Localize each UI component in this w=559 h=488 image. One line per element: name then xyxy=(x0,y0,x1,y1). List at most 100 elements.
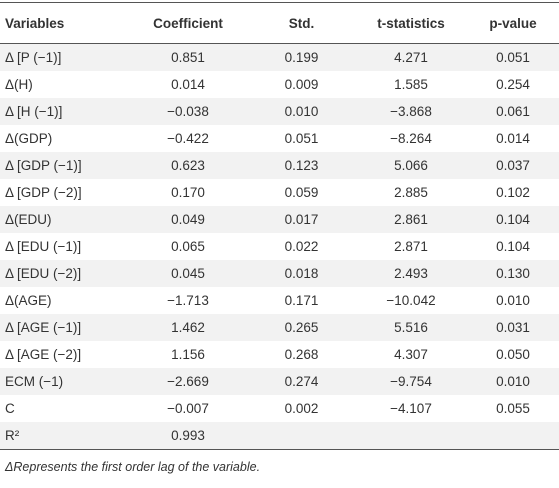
header-cell: Std. xyxy=(248,2,355,44)
value-cell: 0.031 xyxy=(496,320,530,335)
variable-cell: Δ [H (−1)] xyxy=(5,104,63,119)
table-row: Δ(AGE) −1.713 0.171 −10.042 0.010 xyxy=(0,287,559,314)
header-cell: t-statistics xyxy=(355,2,467,44)
value-cell: −10.042 xyxy=(386,293,436,308)
value-cell: 0.059 xyxy=(284,185,319,200)
value-cell: 0.061 xyxy=(496,104,530,119)
table-row: Δ [EDU (−2)] 0.045 0.018 2.493 0.130 xyxy=(0,260,559,287)
value-cell: 0.104 xyxy=(496,212,530,227)
value-cell: 0.017 xyxy=(284,212,319,227)
value-cell: 2.885 xyxy=(394,185,428,200)
value-cell: 0.199 xyxy=(284,50,319,65)
table-row: Δ [AGE (−1)] 1.462 0.265 5.516 0.031 xyxy=(0,314,559,341)
variable-cell: Δ(AGE) xyxy=(5,293,52,308)
value-cell: 0.130 xyxy=(496,266,530,281)
value-cell: 0.014 xyxy=(496,131,530,146)
header-row: Variables Coefficient Std. t-statistics p-va… xyxy=(0,2,559,44)
table-row: Δ [GDP (−1)] 0.623 0.123 5.066 0.037 xyxy=(0,152,559,179)
value-cell: 0.104 xyxy=(496,239,530,254)
value-cell: 2.861 xyxy=(394,212,428,227)
value-cell: 4.307 xyxy=(394,347,428,362)
table-row: Δ [H (−1)] −0.038 0.010 −3.868 0.061 xyxy=(0,98,559,125)
header-cell: p-value xyxy=(467,2,559,44)
header-cell: Variables xyxy=(0,2,128,44)
value-cell: −0.007 xyxy=(167,401,209,416)
variable-cell: Δ [P (−1)] xyxy=(5,50,62,65)
table-row: Δ [GDP (−2)] 0.170 0.059 2.885 0.102 xyxy=(0,179,559,206)
table-row: ECM (−1) −2.669 0.274 −9.754 0.010 xyxy=(0,368,559,395)
variable-cell: Δ(GDP) xyxy=(5,131,53,146)
table-row: Δ(GDP) −0.422 0.051 −8.264 0.014 xyxy=(0,125,559,152)
variable-cell: Δ [AGE (−1)] xyxy=(5,320,82,335)
variable-cell: Δ [EDU (−1)] xyxy=(5,239,82,254)
value-cell: −0.038 xyxy=(167,104,209,119)
value-cell: 0.065 xyxy=(171,239,205,254)
value-cell: 0.010 xyxy=(284,104,319,119)
value-cell: 1.462 xyxy=(171,320,205,335)
variable-cell: Δ [GDP (−2)] xyxy=(5,185,82,200)
value-cell: 2.493 xyxy=(394,266,428,281)
value-cell: 0.050 xyxy=(496,347,530,362)
value-cell: 0.009 xyxy=(284,77,319,92)
value-cell: −0.422 xyxy=(167,131,209,146)
value-cell: 0.010 xyxy=(496,374,530,389)
value-cell: −9.754 xyxy=(390,374,432,389)
value-cell: 0.102 xyxy=(496,185,530,200)
value-cell: 0.171 xyxy=(284,293,319,308)
value-cell: 0.051 xyxy=(284,131,319,146)
results-table: Variables Coefficient Std. t-statistics p-va… xyxy=(0,2,559,450)
value-cell: 0.123 xyxy=(284,158,319,173)
value-cell: 2.871 xyxy=(394,239,428,254)
value-cell: 0.265 xyxy=(284,320,319,335)
value-cell: 1.585 xyxy=(394,77,428,92)
value-cell xyxy=(355,422,467,450)
value-cell: 0.051 xyxy=(496,50,530,65)
value-cell: 0.268 xyxy=(284,347,319,362)
table-row: R² 0.993 xyxy=(0,422,559,450)
variable-cell: C xyxy=(5,401,15,416)
value-cell xyxy=(248,422,355,450)
value-cell: 0.623 xyxy=(171,158,205,173)
value-cell: 0.018 xyxy=(284,266,319,281)
value-cell: 0.014 xyxy=(171,77,205,92)
table-row: Δ(H) 0.014 0.009 1.585 0.254 xyxy=(0,71,559,98)
value-cell: 0.010 xyxy=(496,293,530,308)
value-cell: 0.055 xyxy=(496,401,530,416)
footnote: ΔRepresents the first order lag of the v… xyxy=(5,460,261,474)
value-cell xyxy=(467,422,559,450)
variable-cell: Δ [AGE (−2)] xyxy=(5,347,82,362)
variable-cell: Δ [EDU (−2)] xyxy=(5,266,82,281)
variable-cell: ECM (−1) xyxy=(5,374,64,389)
table-row: Δ [EDU (−1)] 0.065 0.022 2.871 0.104 xyxy=(0,233,559,260)
value-cell: 0.002 xyxy=(284,401,319,416)
table-row: Δ(EDU) 0.049 0.017 2.861 0.104 xyxy=(0,206,559,233)
value-cell: −1.713 xyxy=(167,293,209,308)
value-cell: 5.066 xyxy=(394,158,428,173)
value-cell: −8.264 xyxy=(390,131,432,146)
value-cell: 0.851 xyxy=(171,50,205,65)
table-row: Δ [AGE (−2)] 1.156 0.268 4.307 0.050 xyxy=(0,341,559,368)
header-cell: Coefficient xyxy=(128,2,248,44)
value-cell: −3.868 xyxy=(390,104,432,119)
table-body: Δ [P (−1)] 0.851 0.199 4.271 0.051 Δ(H) 0.014 0… xyxy=(0,43,559,450)
variable-cell: Δ(EDU) xyxy=(5,212,52,227)
variable-cell: Δ(H) xyxy=(5,77,33,92)
value-cell: 0.274 xyxy=(284,374,319,389)
table-row: Δ [P (−1)] 0.851 0.199 4.271 0.051 xyxy=(0,43,559,71)
value-cell: 0.170 xyxy=(171,185,205,200)
value-cell: 0.022 xyxy=(284,239,319,254)
value-cell: 0.049 xyxy=(171,212,205,227)
value-cell: 1.156 xyxy=(171,347,205,362)
value-cell: 4.271 xyxy=(394,50,428,65)
value-cell: −4.107 xyxy=(390,401,432,416)
table-row: C −0.007 0.002 −4.107 0.055 xyxy=(0,395,559,422)
value-cell: 5.516 xyxy=(394,320,428,335)
value-cell: 0.993 xyxy=(128,422,248,450)
value-cell: −2.669 xyxy=(167,374,209,389)
value-cell: 0.037 xyxy=(496,158,530,173)
variable-cell: R² xyxy=(0,422,128,450)
value-cell: 0.045 xyxy=(171,266,205,281)
value-cell: 0.254 xyxy=(496,77,530,92)
variable-cell: Δ [GDP (−1)] xyxy=(5,158,82,173)
